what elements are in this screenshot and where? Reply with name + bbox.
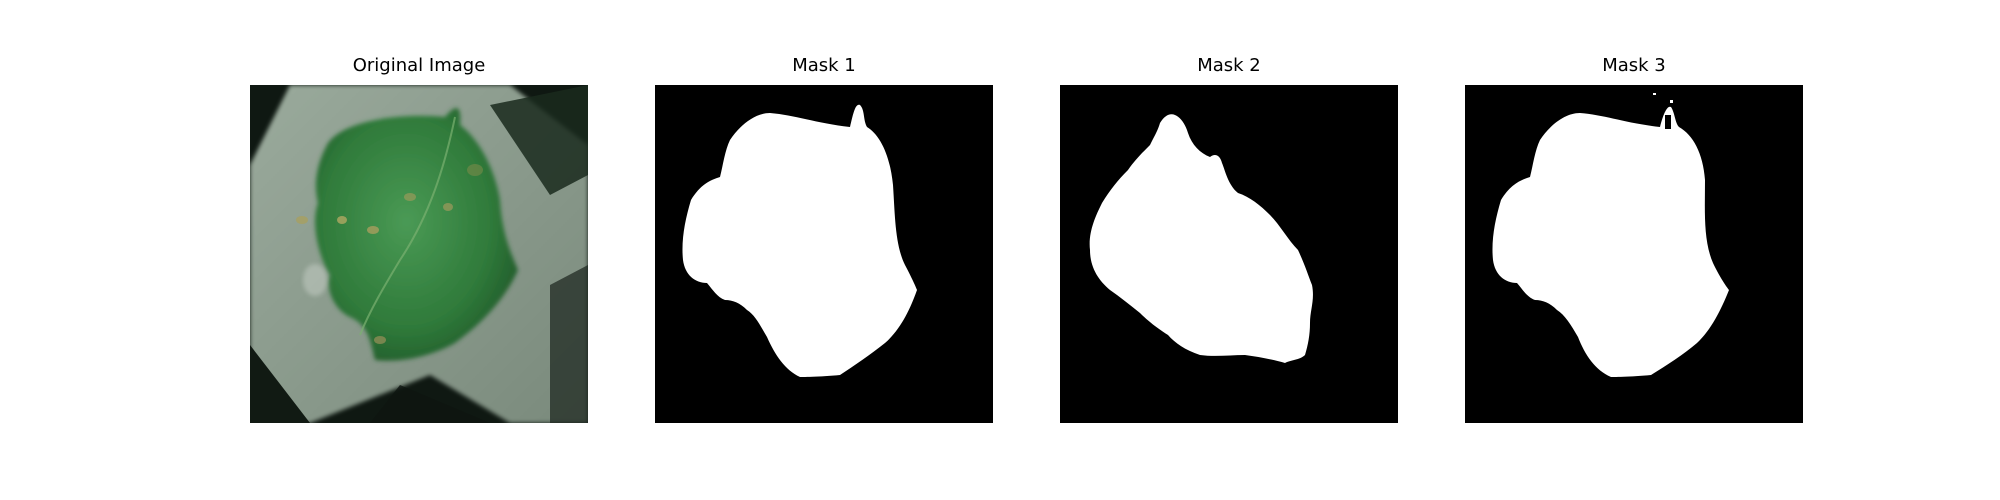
panel-title: Mask 1	[792, 55, 856, 76]
original-leaf-photo	[250, 85, 588, 423]
mask-1-image	[655, 85, 993, 423]
panel-title: Original Image	[352, 55, 486, 76]
panel-title: Mask 3	[1602, 55, 1666, 76]
mask-2-image	[1060, 85, 1398, 423]
mask-3-image	[1465, 85, 1803, 423]
panel-title: Mask 2	[1197, 55, 1261, 76]
